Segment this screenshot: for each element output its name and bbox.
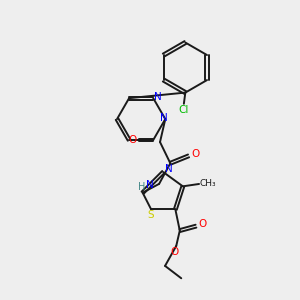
Text: O: O [128, 135, 137, 145]
Text: S: S [147, 210, 154, 220]
Text: N: N [160, 113, 168, 123]
Text: Cl: Cl [178, 105, 188, 115]
Text: N: N [165, 164, 172, 174]
Text: O: O [198, 219, 207, 229]
Text: O: O [171, 247, 179, 257]
Text: N: N [146, 180, 154, 190]
Text: H: H [138, 182, 146, 192]
Text: O: O [191, 149, 199, 159]
Text: N: N [154, 92, 162, 102]
Text: CH₃: CH₃ [200, 178, 216, 188]
